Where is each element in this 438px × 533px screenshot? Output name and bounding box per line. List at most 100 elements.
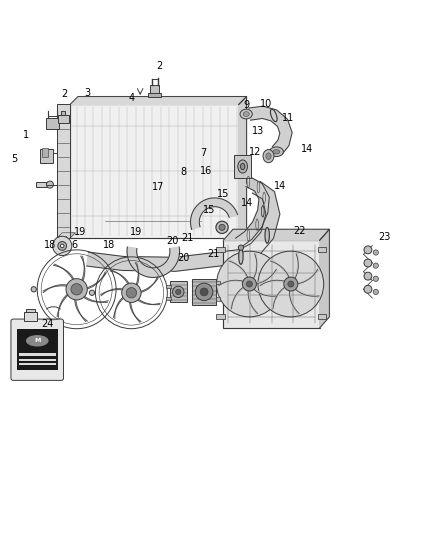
Text: 17: 17 <box>152 182 165 192</box>
Polygon shape <box>254 269 277 284</box>
Text: 4: 4 <box>128 93 134 103</box>
Polygon shape <box>130 301 141 322</box>
Bar <box>19 363 56 366</box>
Circle shape <box>200 288 208 296</box>
Ellipse shape <box>266 153 271 159</box>
Bar <box>170 281 187 302</box>
Text: 15: 15 <box>203 205 215 215</box>
Bar <box>223 240 320 328</box>
Text: 6: 6 <box>71 240 78 251</box>
Polygon shape <box>81 256 85 282</box>
Ellipse shape <box>240 164 245 169</box>
Circle shape <box>246 281 252 287</box>
Polygon shape <box>191 198 237 229</box>
Bar <box>216 297 220 301</box>
Polygon shape <box>296 269 318 284</box>
Circle shape <box>238 245 244 251</box>
Ellipse shape <box>243 112 249 117</box>
Circle shape <box>89 290 95 295</box>
Ellipse shape <box>269 147 283 157</box>
Polygon shape <box>57 293 69 318</box>
Text: 14: 14 <box>274 181 286 191</box>
Text: 18: 18 <box>44 240 57 251</box>
Bar <box>17 329 58 370</box>
Ellipse shape <box>273 150 280 154</box>
Circle shape <box>176 289 181 295</box>
Circle shape <box>58 241 67 251</box>
Text: 24: 24 <box>41 319 53 329</box>
Bar <box>318 247 326 253</box>
Polygon shape <box>294 288 319 297</box>
Bar <box>26 309 35 312</box>
Bar <box>40 149 53 163</box>
Text: 13: 13 <box>252 126 265 136</box>
Polygon shape <box>43 285 69 293</box>
Polygon shape <box>293 254 298 280</box>
Polygon shape <box>272 286 286 309</box>
Bar <box>19 353 56 356</box>
Polygon shape <box>271 260 290 279</box>
Polygon shape <box>101 289 124 296</box>
Circle shape <box>122 283 141 302</box>
Polygon shape <box>82 295 108 302</box>
Circle shape <box>364 246 372 254</box>
Circle shape <box>242 277 256 291</box>
Text: 2: 2 <box>62 90 68 99</box>
Ellipse shape <box>239 248 243 264</box>
Circle shape <box>373 289 378 295</box>
Circle shape <box>364 272 372 280</box>
Text: 14: 14 <box>300 144 313 154</box>
Text: 1: 1 <box>23 130 29 140</box>
Circle shape <box>364 259 372 267</box>
Ellipse shape <box>265 228 269 243</box>
Circle shape <box>216 221 228 233</box>
Text: M: M <box>34 338 40 343</box>
Polygon shape <box>87 181 280 271</box>
Polygon shape <box>290 289 299 314</box>
Circle shape <box>373 276 378 281</box>
Text: 7: 7 <box>201 148 207 158</box>
FancyBboxPatch shape <box>11 319 64 381</box>
Bar <box>36 182 47 187</box>
Circle shape <box>173 286 184 297</box>
Bar <box>61 110 65 115</box>
Text: 16: 16 <box>200 166 212 176</box>
Polygon shape <box>239 96 247 238</box>
Bar <box>216 280 220 284</box>
Circle shape <box>288 281 294 287</box>
Text: 14: 14 <box>241 198 254 208</box>
Polygon shape <box>85 272 106 289</box>
Circle shape <box>284 277 298 291</box>
Polygon shape <box>253 288 278 297</box>
Polygon shape <box>139 277 158 293</box>
Bar <box>24 312 37 321</box>
Polygon shape <box>248 289 258 314</box>
Circle shape <box>195 283 213 301</box>
Text: 19: 19 <box>130 228 142 237</box>
Bar <box>216 247 225 253</box>
Circle shape <box>53 236 72 255</box>
Text: 21: 21 <box>208 249 220 259</box>
Polygon shape <box>127 247 180 277</box>
Circle shape <box>126 288 137 298</box>
Text: 23: 23 <box>378 232 391 242</box>
Text: 15: 15 <box>217 189 230 199</box>
Polygon shape <box>229 260 248 279</box>
Polygon shape <box>223 229 329 240</box>
Polygon shape <box>70 96 247 104</box>
Circle shape <box>60 244 64 248</box>
Text: 2: 2 <box>157 61 163 71</box>
Polygon shape <box>320 229 329 328</box>
Text: 8: 8 <box>180 167 186 177</box>
Polygon shape <box>136 298 160 305</box>
Bar <box>166 285 171 288</box>
Circle shape <box>216 251 282 317</box>
Circle shape <box>219 224 225 230</box>
Bar <box>166 297 171 300</box>
Text: 22: 22 <box>293 225 305 236</box>
Bar <box>216 314 225 319</box>
Bar <box>58 115 69 123</box>
Text: 12: 12 <box>249 147 261 157</box>
Polygon shape <box>219 280 245 286</box>
Circle shape <box>373 250 378 255</box>
